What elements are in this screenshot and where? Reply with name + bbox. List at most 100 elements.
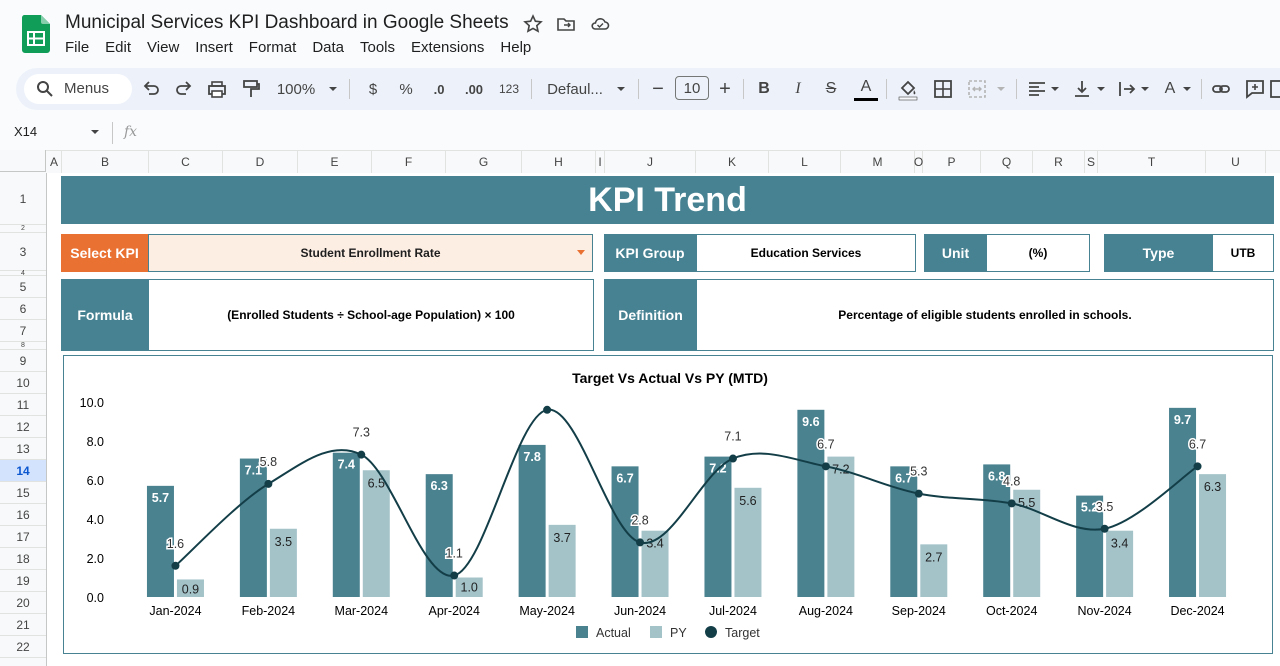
row-header-17[interactable]: 17 [0, 526, 46, 548]
row-header-8[interactable]: 8 [0, 342, 46, 350]
column-header-a[interactable]: A [47, 151, 62, 173]
column-header-q[interactable]: Q [981, 151, 1033, 173]
row-header-10[interactable]: 10 [0, 372, 46, 394]
text-rotation-button[interactable]: A [1164, 80, 1176, 97]
star-icon[interactable] [523, 14, 543, 34]
column-header-s[interactable]: S [1085, 151, 1098, 173]
column-header-c[interactable]: C [149, 151, 223, 173]
chevron-down-icon[interactable] [1048, 76, 1062, 102]
number-format-button[interactable]: 123 [498, 82, 520, 96]
column-header-d[interactable]: D [223, 151, 298, 173]
row-header-15[interactable]: 15 [0, 482, 46, 504]
chevron-down-icon[interactable] [1180, 76, 1194, 102]
chevron-down-icon[interactable] [1094, 76, 1108, 102]
row-header-4[interactable]: 4 [0, 270, 46, 277]
menu-format[interactable]: Format [248, 39, 297, 56]
row-header-1[interactable]: 1 [0, 173, 46, 225]
chevron-down-icon[interactable] [326, 76, 340, 102]
row-header-5[interactable]: 5 [0, 276, 46, 298]
zoom-select[interactable]: 100% [276, 80, 316, 98]
column-header-u[interactable]: U [1206, 151, 1266, 173]
row-header-14[interactable]: 14 [0, 460, 46, 482]
row-header-9[interactable]: 9 [0, 350, 46, 372]
row-header-16[interactable]: 16 [0, 504, 46, 526]
row-header-13[interactable]: 13 [0, 438, 46, 460]
decrease-decimal-button[interactable]: .0 [433, 81, 445, 97]
menu-file[interactable]: File [65, 39, 90, 56]
column-header-b[interactable]: B [62, 151, 149, 173]
menu-data[interactable]: Data [312, 39, 344, 56]
column-header-e[interactable]: E [298, 151, 372, 173]
column-header-l[interactable]: L [769, 151, 841, 173]
borders-icon[interactable] [932, 76, 954, 102]
row-header-19[interactable]: 19 [0, 570, 46, 592]
select-all-corner[interactable] [0, 150, 46, 172]
menu-extensions[interactable]: Extensions [411, 39, 485, 56]
chevron-down-icon[interactable] [90, 128, 100, 136]
font-family-select[interactable]: Defaul... [547, 80, 603, 98]
link-icon[interactable] [1210, 76, 1232, 102]
increase-decimal-button[interactable]: .00 [464, 81, 484, 97]
column-header-p[interactable]: P [923, 151, 981, 173]
column-header-o[interactable]: O [914, 151, 923, 173]
column-header-i[interactable]: I [596, 151, 605, 173]
text-color-button[interactable]: A [854, 76, 878, 101]
row-header-22[interactable]: 22 [0, 636, 46, 658]
vertical-align-icon[interactable] [1071, 76, 1093, 102]
row-header-11[interactable]: 11 [0, 394, 46, 416]
currency-format-button[interactable]: $ [368, 80, 378, 98]
print-icon[interactable] [206, 76, 228, 102]
menu-tools[interactable]: Tools [360, 39, 396, 56]
percent-format-button[interactable]: % [399, 80, 413, 98]
column-header-m[interactable]: M [841, 151, 915, 173]
italic-button[interactable]: I [795, 80, 801, 97]
undo-icon[interactable] [140, 76, 162, 102]
fill-color-icon[interactable] [896, 76, 920, 102]
row-header-6[interactable]: 6 [0, 298, 46, 320]
align-left-icon[interactable] [1026, 76, 1048, 102]
chevron-down-icon[interactable] [614, 76, 628, 102]
paint-format-icon[interactable] [240, 76, 262, 102]
move-folder-icon[interactable] [556, 14, 576, 34]
text-wrap-icon[interactable] [1116, 76, 1138, 102]
column-header-f[interactable]: F [372, 151, 446, 173]
menus-search-button[interactable]: Menus [24, 74, 132, 104]
kpi-chart[interactable]: Target Vs Actual Vs PY (MTD) 0.0 2.0 4.0 6.0… [63, 355, 1273, 654]
column-header-t[interactable]: T [1098, 151, 1206, 173]
py-data-label: 5.6 [739, 494, 756, 508]
increase-font-size-button[interactable]: + [719, 77, 731, 100]
strikethrough-button[interactable]: S [825, 80, 837, 97]
bold-button[interactable]: B [758, 80, 770, 97]
column-header-h[interactable]: H [522, 151, 596, 173]
row-header-7[interactable]: 7 [0, 320, 46, 342]
column-header-r[interactable]: R [1033, 151, 1085, 173]
actual-data-label: 5.7 [152, 491, 169, 505]
row-header-3[interactable]: 3 [0, 233, 46, 271]
sheets-logo-icon[interactable] [22, 15, 50, 53]
redo-icon[interactable] [173, 76, 195, 102]
menu-edit[interactable]: Edit [105, 39, 132, 56]
chevron-down-icon[interactable] [1138, 76, 1152, 102]
column-header-k[interactable]: K [696, 151, 769, 173]
select-kpi-dropdown[interactable]: Student Enrollment Rate [149, 235, 592, 271]
comment-icon[interactable] [1244, 76, 1266, 102]
chevron-down-icon[interactable] [994, 76, 1008, 102]
row-header-21[interactable]: 21 [0, 614, 46, 636]
row-header-18[interactable]: 18 [0, 548, 46, 570]
merge-cells-icon[interactable] [966, 76, 988, 102]
decrease-font-size-button[interactable]: − [652, 77, 664, 100]
font-size-input[interactable]: 10 [675, 76, 709, 100]
menu-insert[interactable]: Insert [195, 39, 233, 56]
menu-view[interactable]: View [147, 39, 180, 56]
document-title[interactable]: Municipal Services KPI Dashboard in Goog… [65, 12, 509, 33]
row-header-12[interactable]: 12 [0, 416, 46, 438]
dropdown-arrow-icon[interactable] [577, 250, 585, 255]
column-header-j[interactable]: J [605, 151, 696, 173]
row-header-2[interactable]: 2 [0, 225, 46, 233]
row-header-20[interactable]: 20 [0, 592, 46, 614]
chart-icon[interactable] [1270, 76, 1280, 102]
menu-help[interactable]: Help [500, 39, 532, 56]
name-box[interactable]: X14 [14, 124, 38, 139]
column-header-g[interactable]: G [446, 151, 522, 173]
cloud-saved-icon[interactable] [590, 14, 610, 34]
